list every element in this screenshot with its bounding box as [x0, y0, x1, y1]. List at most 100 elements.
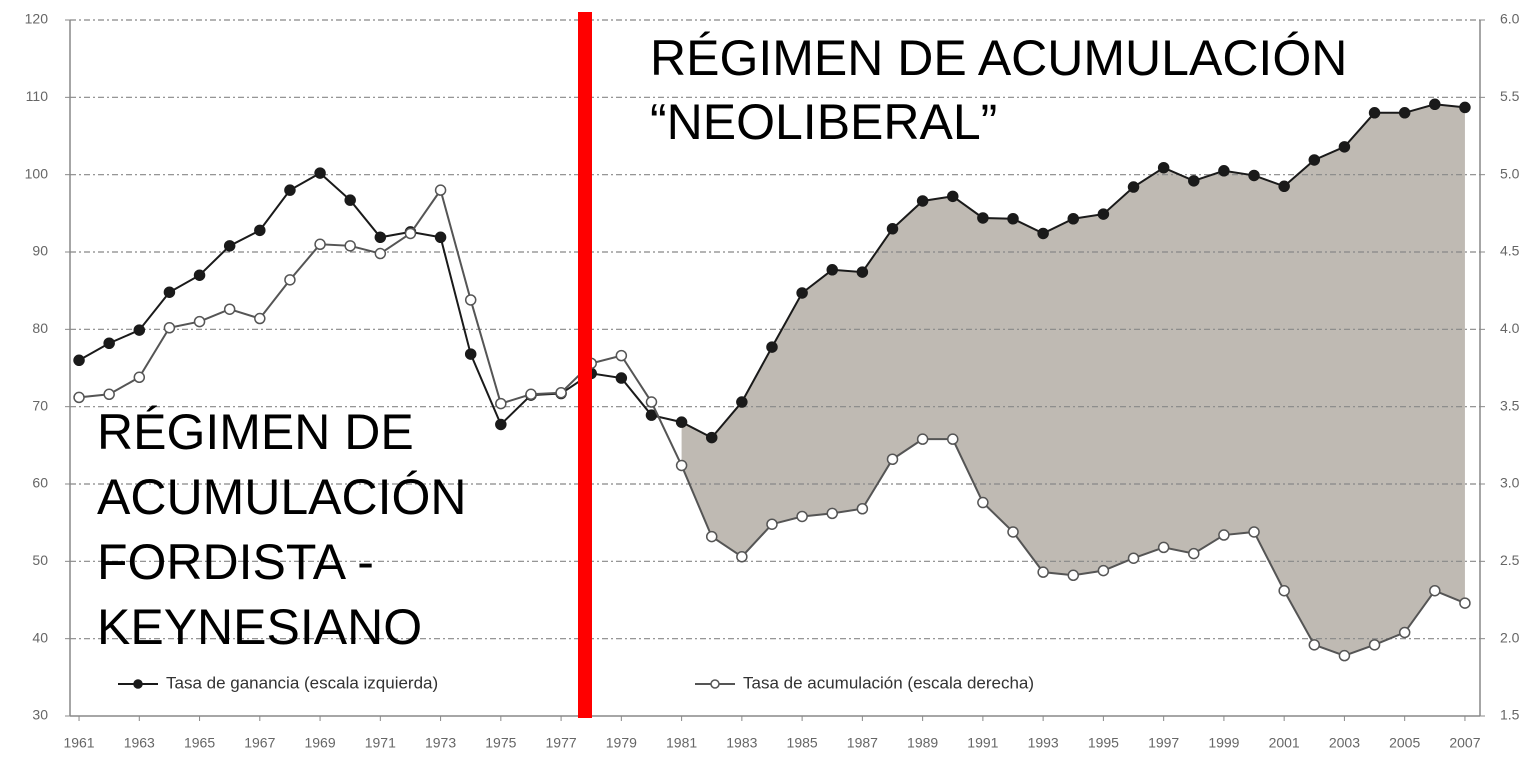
point — [133, 371, 146, 384]
point — [796, 510, 808, 523]
point — [314, 167, 326, 179]
x-tick-label: 2001 — [1269, 735, 1300, 751]
y2-tick-label: 4.0 — [1500, 320, 1520, 336]
x-tick-label: 1975 — [485, 735, 516, 751]
x-tick-label: 1991 — [967, 735, 998, 751]
point — [1398, 107, 1411, 119]
point — [1338, 141, 1351, 153]
point — [73, 391, 85, 404]
point — [826, 264, 838, 276]
point — [1037, 566, 1049, 578]
point — [344, 240, 356, 252]
point — [163, 322, 176, 334]
x-tick-label: 1967 — [244, 735, 275, 751]
point — [1338, 649, 1351, 662]
annotation: RÉGIMEN DE — [97, 404, 414, 460]
point — [916, 433, 929, 445]
x-tick-label: 1973 — [425, 735, 456, 751]
point — [1218, 165, 1230, 177]
point — [464, 294, 477, 306]
point — [1429, 98, 1441, 111]
legend-marker — [710, 679, 720, 689]
point — [675, 459, 688, 472]
x-tick-label: 1999 — [1208, 735, 1239, 751]
x-tick-label: 1983 — [726, 735, 757, 751]
y2-tick-label: 4.5 — [1500, 243, 1520, 259]
x-tick-label: 2003 — [1329, 735, 1360, 751]
annotation: KEYNESIANO — [97, 599, 422, 655]
point — [886, 453, 899, 466]
point — [133, 324, 146, 336]
point — [1188, 175, 1200, 187]
y-tick-label: 80 — [32, 320, 48, 336]
point — [284, 184, 296, 196]
point — [1218, 529, 1230, 541]
point — [1007, 526, 1019, 538]
y2-tick-label: 5.5 — [1500, 88, 1520, 104]
point — [434, 184, 447, 196]
y-tick-label: 60 — [32, 475, 48, 491]
y2-tick-label: 2.0 — [1500, 629, 1520, 645]
point — [1097, 564, 1110, 577]
point — [1127, 181, 1140, 193]
point — [1157, 161, 1170, 174]
x-tick-label: 1979 — [606, 735, 637, 751]
point — [223, 303, 236, 315]
point — [1308, 639, 1321, 651]
point — [103, 388, 115, 401]
y2-tick-label: 3.0 — [1500, 475, 1520, 491]
x-tick-label: 2007 — [1449, 735, 1480, 751]
point — [525, 388, 537, 401]
x-tick-label: 2005 — [1389, 735, 1420, 751]
point — [856, 502, 869, 515]
point — [1278, 584, 1290, 597]
annotation: RÉGIMEN DE ACUMULACIÓN — [650, 30, 1347, 86]
point — [374, 231, 387, 244]
point — [1248, 169, 1260, 182]
point — [977, 496, 989, 509]
point — [344, 194, 356, 206]
y2-tick-label: 6.0 — [1500, 11, 1520, 27]
point — [73, 354, 85, 367]
point — [645, 409, 658, 421]
point — [163, 286, 176, 298]
x-tick-label: 1971 — [365, 735, 396, 751]
y2-tick-label: 1.5 — [1500, 707, 1520, 723]
point — [856, 266, 869, 278]
point — [254, 312, 266, 325]
point — [254, 224, 266, 237]
point — [1308, 154, 1321, 166]
x-tick-label: 1965 — [184, 735, 215, 751]
point — [103, 337, 115, 350]
y-tick-label: 30 — [32, 707, 48, 723]
x-tick-label: 1981 — [666, 735, 697, 751]
point — [736, 550, 748, 563]
x-tick-label: 1985 — [787, 735, 818, 751]
x-tick-label: 1969 — [304, 735, 335, 751]
legend-label: Tasa de ganancia (escala izquierda) — [166, 673, 438, 692]
point — [645, 396, 658, 408]
point — [826, 507, 838, 520]
point — [193, 315, 206, 328]
point — [314, 238, 326, 251]
point — [675, 416, 688, 428]
point — [977, 212, 989, 224]
y-tick-label: 70 — [32, 397, 48, 413]
point — [615, 349, 628, 362]
point — [464, 348, 477, 360]
point — [1459, 597, 1471, 609]
annotation: ACUMULACIÓN — [97, 469, 466, 525]
point — [404, 227, 417, 240]
point — [1398, 626, 1411, 639]
point — [1368, 107, 1381, 119]
gap-area — [681, 104, 1465, 656]
x-tick-label: 1961 — [63, 735, 94, 751]
x-tick-label: 1989 — [907, 735, 938, 751]
point — [1127, 552, 1140, 564]
y2-tick-label: 3.5 — [1500, 397, 1520, 413]
x-tick-label: 1963 — [124, 735, 155, 751]
y-tick-label: 50 — [32, 552, 48, 568]
annotation: FORDISTA - — [97, 534, 374, 590]
point — [495, 418, 507, 431]
